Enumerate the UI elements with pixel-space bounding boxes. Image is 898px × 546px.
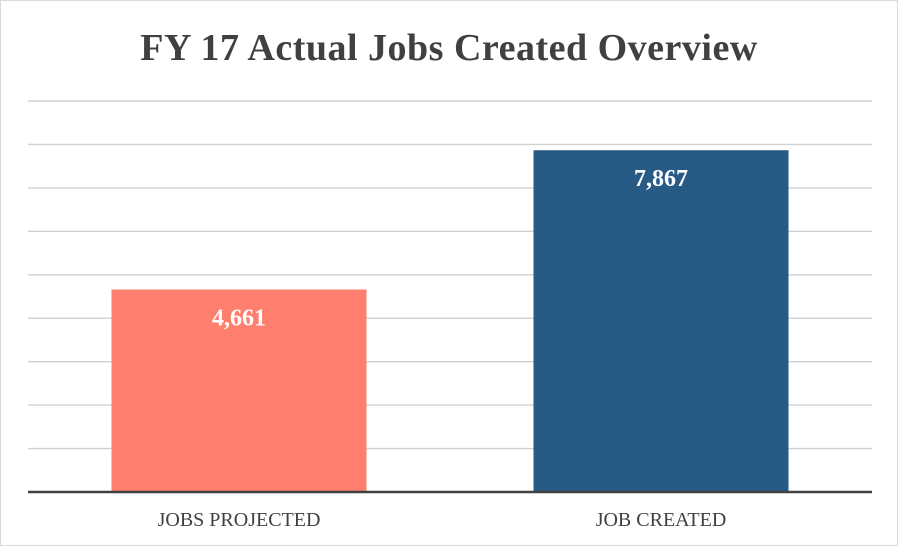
- category-label: JOBS PROJECTED: [158, 509, 321, 531]
- category-label: JOB CREATED: [596, 509, 727, 531]
- category-labels: JOBS PROJECTED JOB CREATED: [158, 509, 727, 531]
- bar-value-label: 7,867: [634, 166, 688, 192]
- bar-value-label: 4,661: [212, 306, 266, 332]
- bar-job-created: [533, 150, 789, 493]
- bar-jobs-projected: [111, 289, 367, 492]
- chart-title: FY 17 Actual Jobs Created Overview: [140, 27, 758, 69]
- bars: 4,661 7,867: [111, 150, 789, 493]
